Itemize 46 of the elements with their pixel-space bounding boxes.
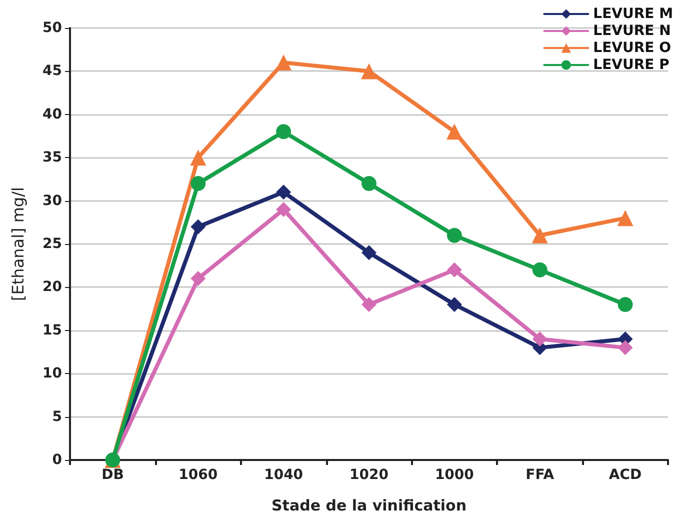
y-tick-label: 40 [42,106,62,122]
point [532,227,548,244]
point [190,150,206,166]
point [276,202,292,217]
legend-label: LEVURE P [593,57,670,73]
point [276,184,292,200]
point [446,296,462,312]
point [190,176,206,192]
x-tick-label: DB [102,467,124,483]
x-tick-label: ACD [608,467,642,483]
legend-label: LEVURE N [593,23,671,39]
point [446,262,462,278]
point [276,124,292,140]
point [532,332,548,347]
y-tick-label: 35 [42,150,62,166]
y-tick-label: 10 [42,366,62,382]
x-tick-label: 1020 [350,467,389,483]
point [618,340,633,356]
y-axis-title: [Ethanal] mg/l [8,187,28,301]
y-tick-label: 45 [42,63,62,80]
x-tick-label: 1000 [434,467,474,483]
x-tick-label: FFA [526,467,554,483]
point [446,228,462,243]
point [190,219,206,234]
point [446,124,462,140]
legend-label: LEVURE O [593,40,672,56]
y-tick-label: 25 [42,236,62,252]
y-tick-label: 50 [42,20,62,36]
legend-label: LEVURE M [593,6,674,22]
point [362,176,376,192]
point [362,245,376,260]
x-tick-label: 1060 [178,467,218,483]
y-tick-label: 20 [42,279,62,296]
point [617,210,634,226]
x-tick-label: 1040 [264,467,304,483]
x-axis-title: Stade de la vinification [271,496,467,514]
point [276,54,292,71]
point [618,296,633,312]
y-tick-label: 5 [52,408,62,425]
point [532,262,548,278]
point [361,63,377,80]
point [190,271,206,286]
point [362,296,376,312]
y-tick-label: 30 [42,192,62,209]
y-tick-label: 15 [42,322,62,338]
y-tick-label: 0 [52,452,62,468]
